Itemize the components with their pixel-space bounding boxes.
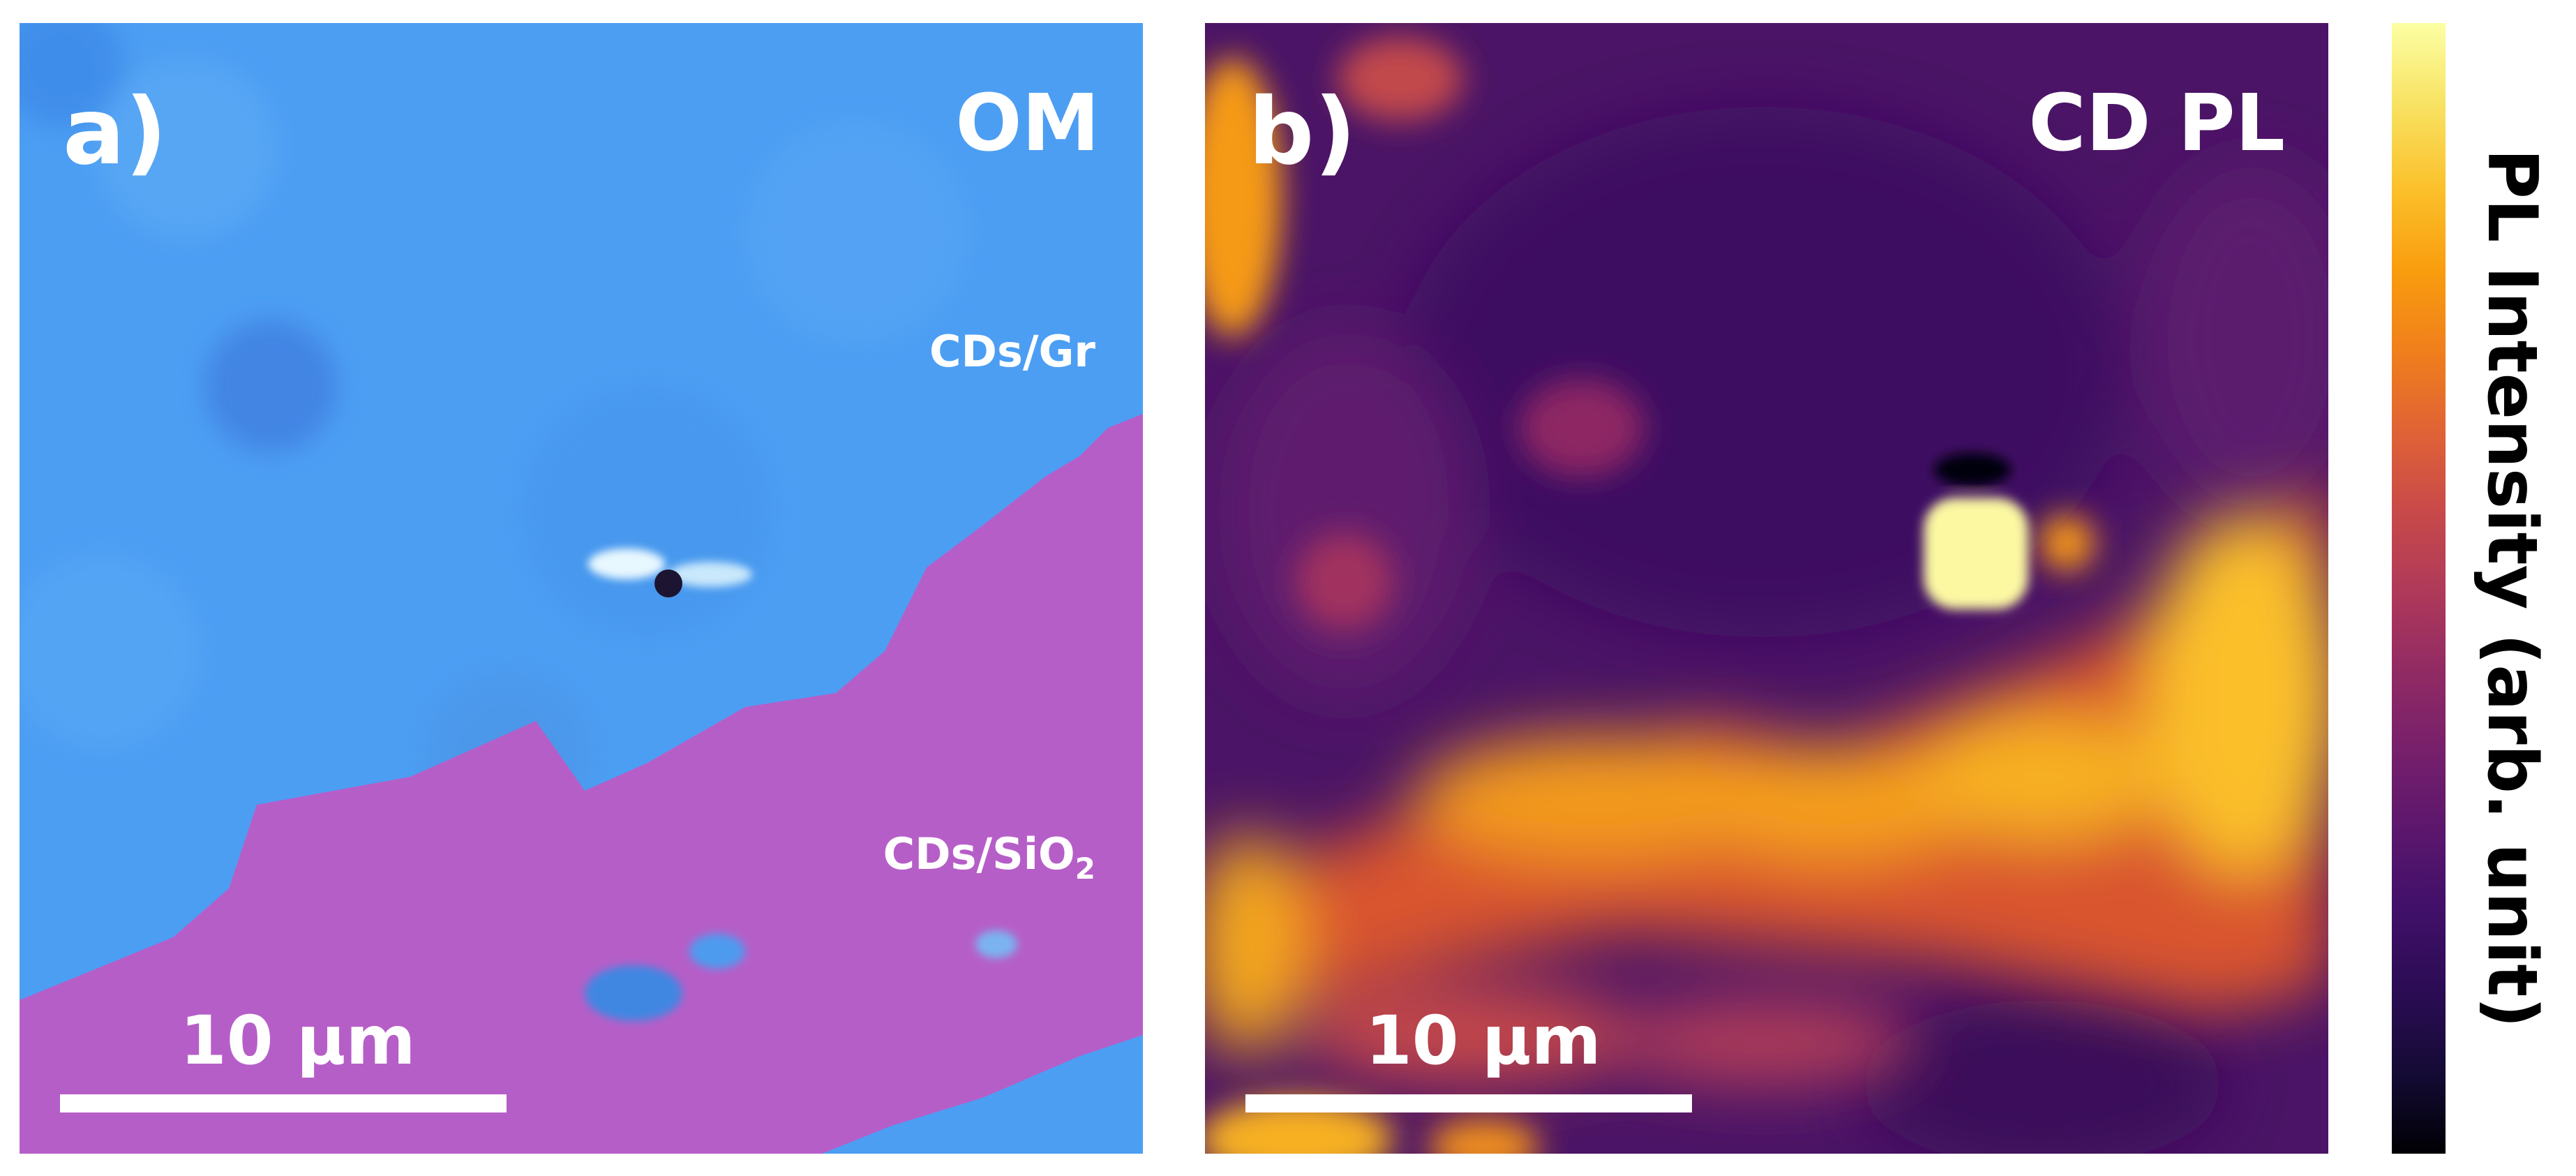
scale-bar-label: 10 μm — [180, 1002, 416, 1080]
scale-bar — [60, 1094, 507, 1112]
panel-letter: a) — [63, 78, 167, 186]
panel-title: OM — [955, 78, 1100, 169]
dark-particle-spot — [1934, 453, 2011, 486]
bright-particle-spot — [1924, 498, 2028, 609]
sio2-label-main: CDs/SiO — [883, 828, 1075, 879]
sio2-region — [20, 414, 1143, 1154]
pl-intensity-colorbar — [2392, 23, 2446, 1154]
colorbar-label: PL Intensity (arb. unit) — [2472, 149, 2552, 1028]
panel-title: CD PL — [2028, 78, 2285, 169]
scale-bar-label: 10 μm — [1365, 1002, 1601, 1080]
panel-letter: b) — [1248, 78, 1356, 186]
scale-bar — [1245, 1094, 1692, 1112]
optical-micrograph-image — [20, 23, 1143, 1154]
particle-marker — [654, 570, 682, 597]
pl-intensity-map — [1205, 23, 2328, 1154]
pl-map-panel: b) CD PL 10 μm — [1205, 23, 2328, 1154]
sio2-label-subscript: 2 — [1074, 851, 1095, 886]
sio2-region-label: CDs/SiO2 — [883, 833, 1095, 884]
optical-micrograph-panel: a) OM CDs/Gr CDs/SiO2 10 μm — [20, 23, 1143, 1154]
graphene-region-label: CDs/Gr — [929, 326, 1095, 377]
